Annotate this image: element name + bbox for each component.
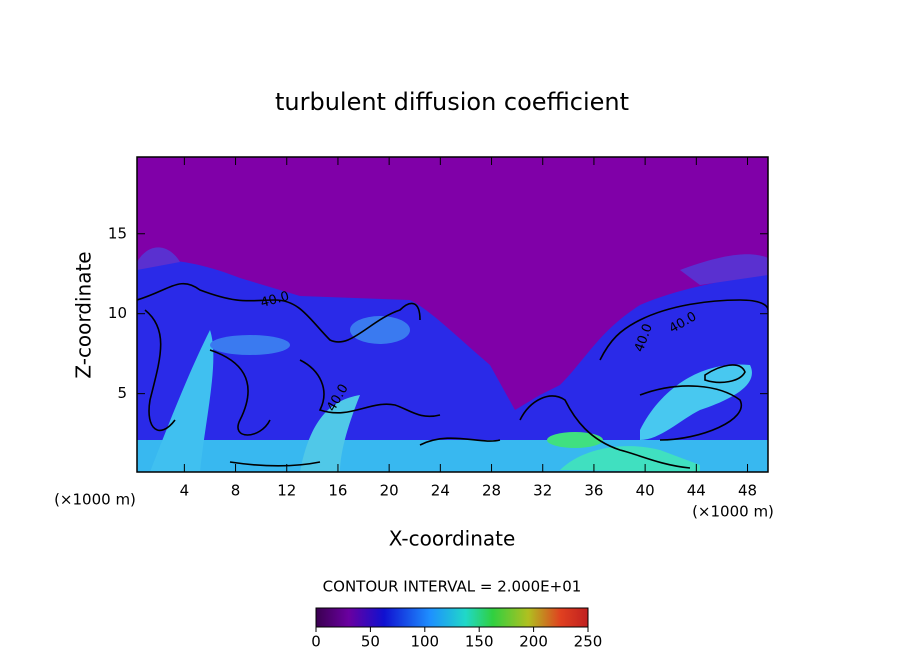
x-tick-label: 36 (584, 482, 603, 500)
y-tick-label: 10 (108, 304, 127, 322)
x-tick-label: 8 (231, 482, 241, 500)
colorbar-tick-label: 100 (410, 633, 439, 651)
x-tick-label: 20 (380, 482, 399, 500)
x-tick-label: 48 (738, 482, 757, 500)
contour-field (137, 157, 768, 472)
colorbar-tick-label: 0 (311, 633, 321, 651)
x-tick-label: 44 (687, 482, 706, 500)
colorbar-tick-label: 250 (574, 633, 603, 651)
colorbar-tick-label: 150 (465, 633, 494, 651)
contour-label: 40.0 (259, 289, 291, 311)
x-tick-label: 12 (277, 482, 296, 500)
y-tick-label: 15 (108, 224, 127, 242)
y-axis-label: Z-coordinate (72, 251, 96, 378)
colorbar-tick-label: 50 (361, 633, 380, 651)
colorbar (315, 607, 589, 628)
x-tick-label: 28 (482, 482, 501, 500)
chart-title: turbulent diffusion coefficient (275, 88, 629, 116)
y-tick-label: 5 (117, 384, 127, 402)
x-tick-label: 24 (431, 482, 450, 500)
plot-frame (136, 156, 769, 473)
colorbar-tick-label: 200 (519, 633, 548, 651)
y-unit-label: (×1000 m) (54, 491, 136, 509)
x-tick-label: 40 (636, 482, 655, 500)
x-tick-label: 32 (533, 482, 552, 500)
x-unit-label: (×1000 m) (692, 503, 774, 521)
x-axis-label: X-coordinate (389, 527, 516, 551)
colorbar-title: CONTOUR INTERVAL = 2.000E+01 (323, 578, 582, 596)
x-tick-label: 16 (328, 482, 347, 500)
x-tick-label: 4 (180, 482, 190, 500)
